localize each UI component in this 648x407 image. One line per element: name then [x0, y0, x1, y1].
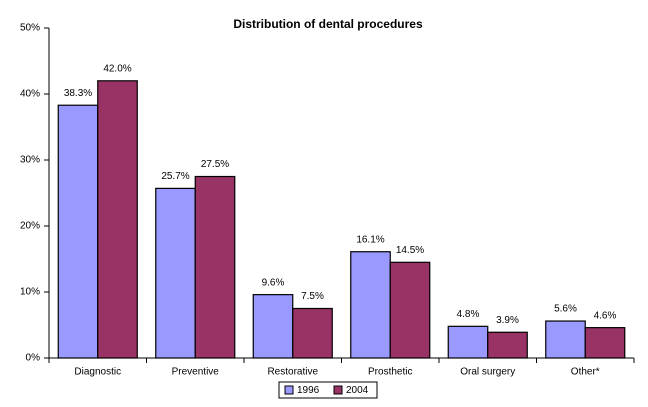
data-label: 4.6% [594, 310, 617, 321]
data-label: 5.6% [554, 304, 577, 315]
data-label: 4.8% [457, 309, 480, 320]
y-tick-label: 30% [20, 155, 40, 166]
x-tick-label: Prosthetic [368, 367, 412, 378]
y-tick-label: 50% [20, 23, 40, 34]
legend-swatch [284, 385, 294, 395]
bar [545, 320, 586, 359]
bar [155, 187, 196, 359]
bar [97, 80, 138, 359]
legend-swatch [333, 385, 343, 395]
data-label: 42.0% [103, 63, 131, 74]
y-tick-label: 10% [20, 287, 40, 298]
x-tick-label: Preventive [172, 367, 220, 378]
data-label: 16.1% [356, 234, 384, 245]
data-label: 7.5% [301, 291, 324, 302]
x-tick-label: Oral surgery [460, 367, 515, 378]
chart-title: Distribution of dental procedures [233, 17, 423, 31]
y-tick-label: 40% [20, 89, 40, 100]
data-label: 9.6% [262, 277, 285, 288]
data-label: 27.5% [201, 159, 229, 170]
bar [252, 294, 294, 359]
x-tick-label: Restorative [267, 367, 318, 378]
bar [292, 307, 333, 359]
bar [57, 104, 99, 359]
bar [487, 331, 528, 359]
bar [350, 251, 391, 359]
bar [447, 325, 489, 359]
legend-label: 1996 [297, 385, 320, 396]
data-label: 3.9% [496, 315, 519, 326]
data-label: 38.3% [64, 88, 92, 99]
bar [584, 327, 626, 359]
y-tick-label: 20% [20, 221, 40, 232]
data-label: 14.5% [396, 245, 424, 256]
x-tick-label: Other* [571, 367, 600, 378]
y-tick-label: 0% [26, 353, 41, 364]
data-label: 25.7% [161, 171, 189, 182]
bar [389, 261, 431, 359]
bar [194, 175, 236, 359]
legend-label: 2004 [346, 385, 369, 396]
x-tick-label: Diagnostic [74, 367, 121, 378]
legend-box [278, 381, 378, 399]
